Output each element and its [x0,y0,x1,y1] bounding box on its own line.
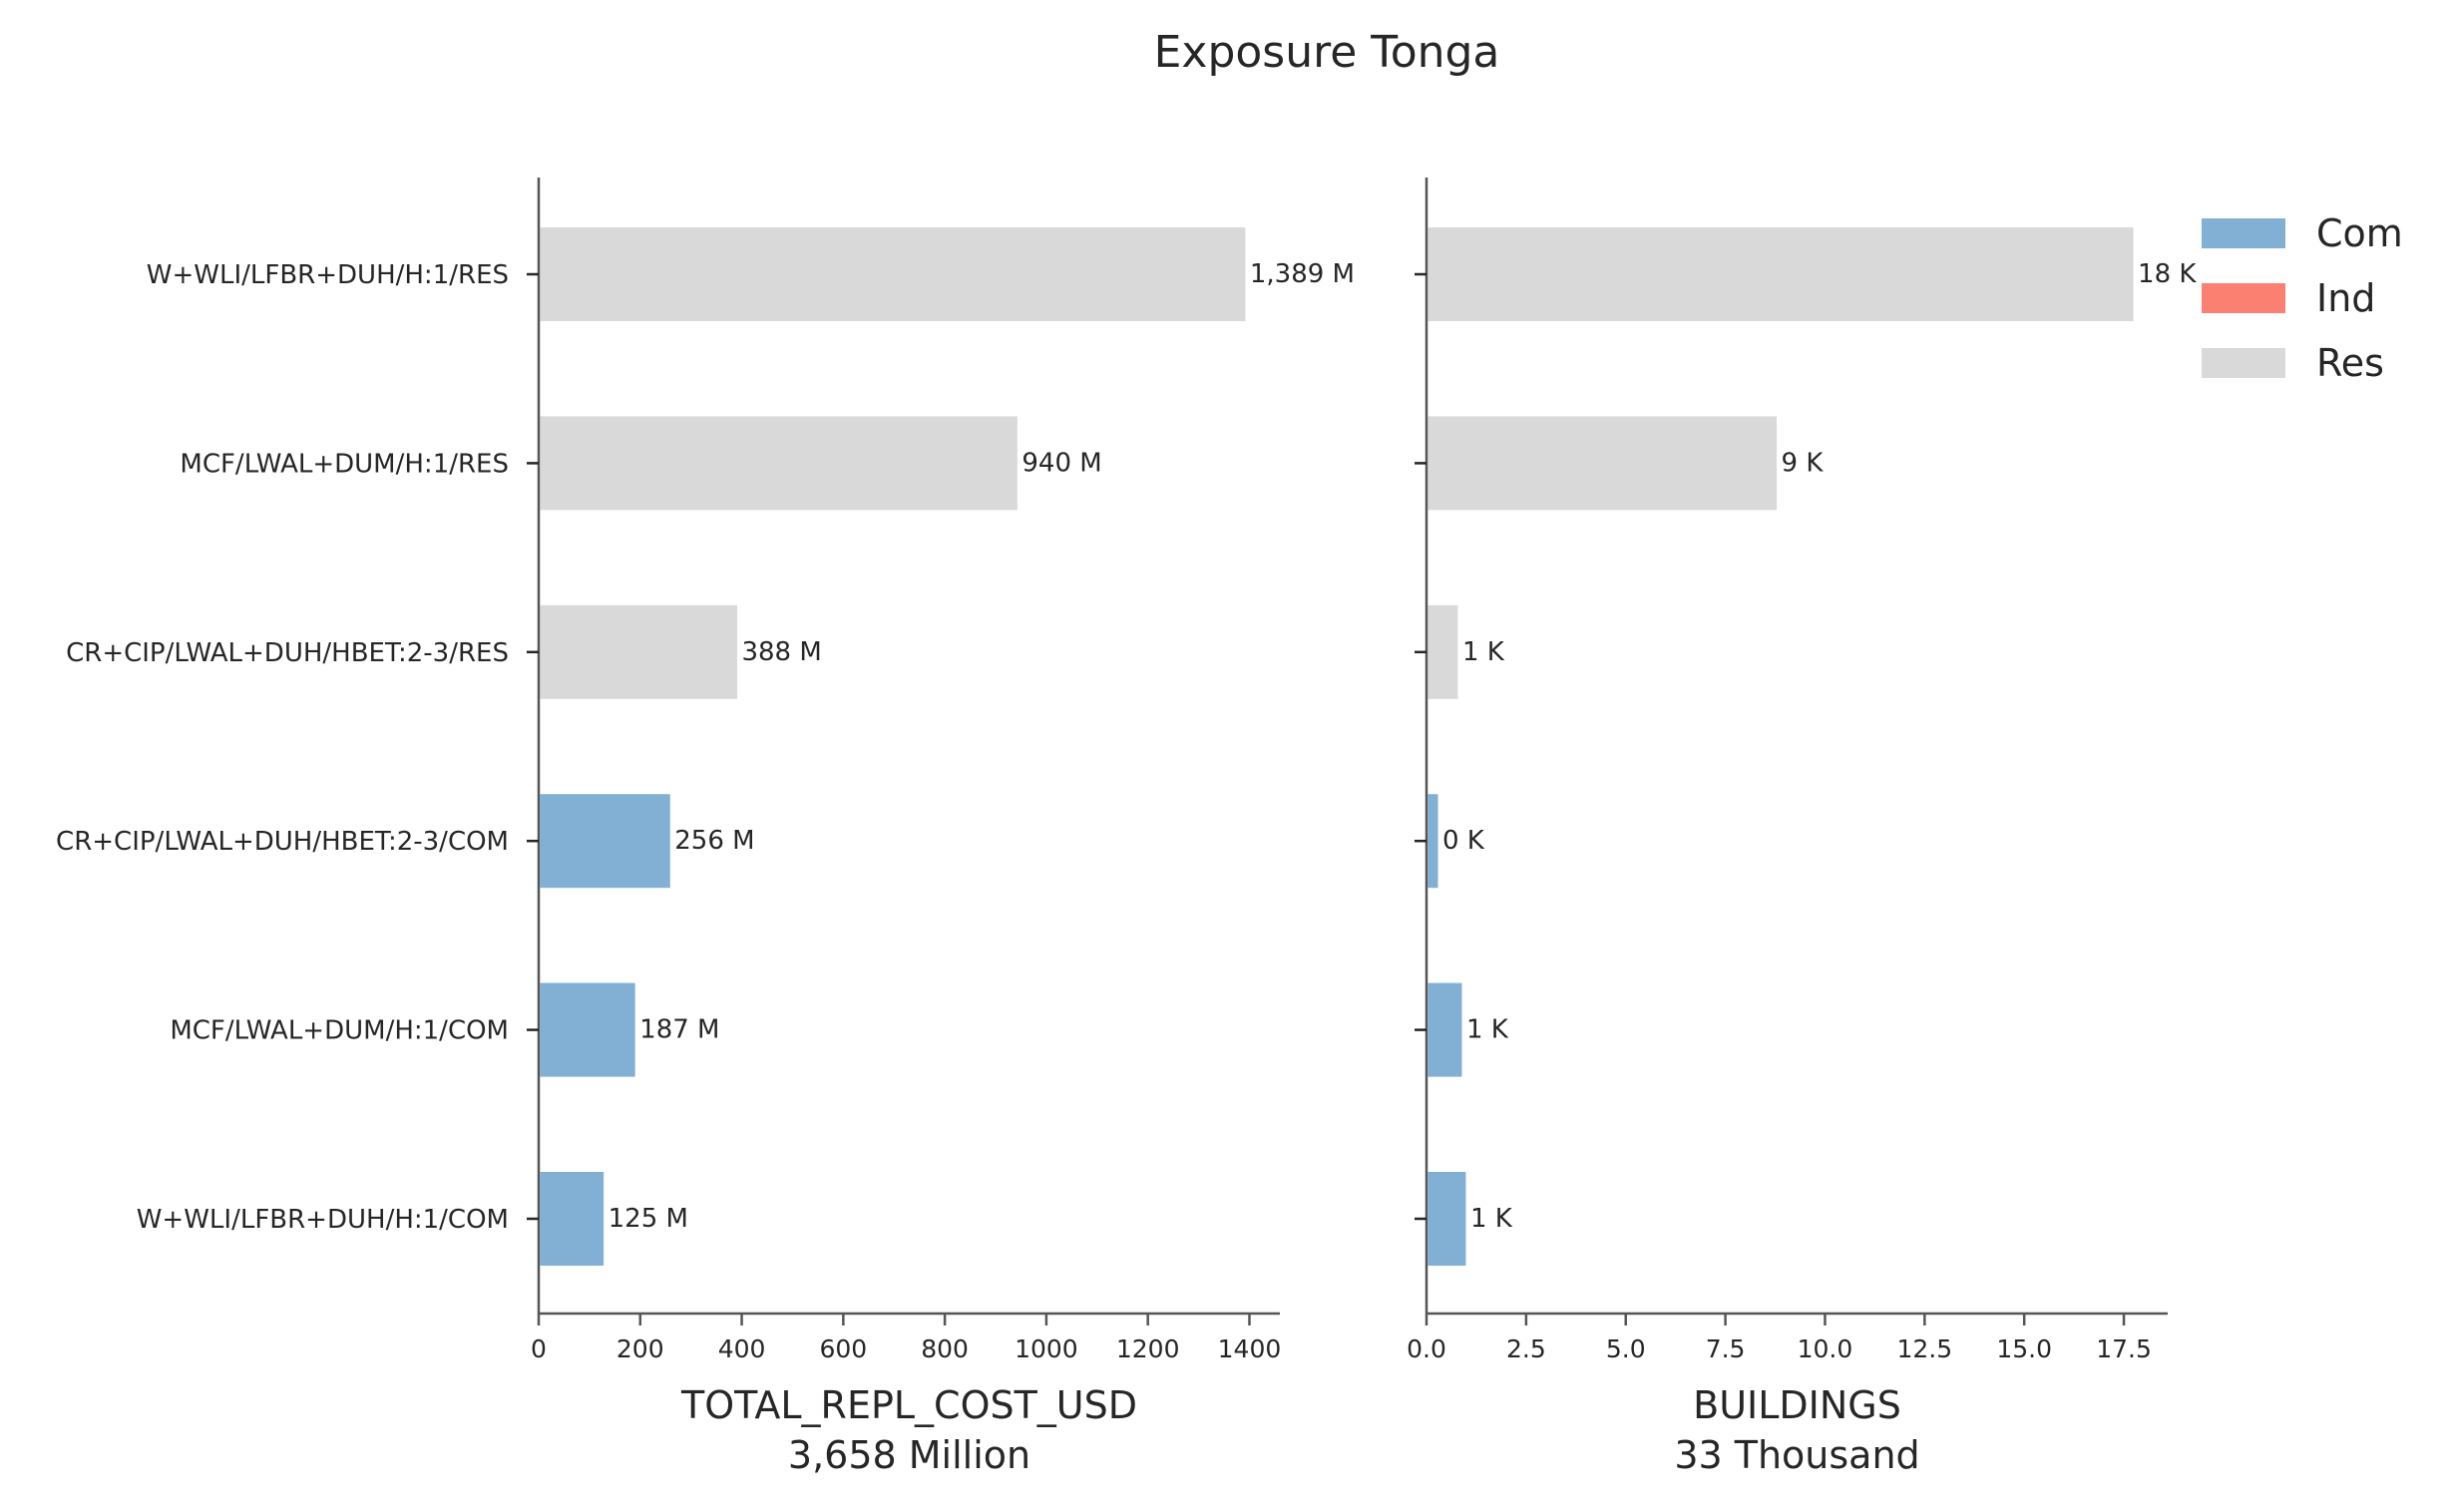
bar [1428,416,1778,511]
x-tick-label: 1200 [1116,1334,1180,1363]
data-label: 1,389 M [1250,259,1355,289]
data-label: 256 M [674,826,754,856]
data-label: 1 K [1470,1204,1513,1234]
data-label: 1 K [1466,1015,1509,1045]
legend-label: Ind [2316,276,2375,320]
data-label: 0 K [1442,826,1485,856]
bar [540,604,737,699]
bar [540,1172,605,1266]
x-tick-label: 5.0 [1606,1334,1646,1363]
data-label: 9 K [1782,448,1825,478]
data-label: 940 M [1021,448,1101,478]
data-label: 187 M [639,1015,719,1045]
data-label: 125 M [609,1204,688,1234]
x-tick-label: 17.5 [2096,1334,2152,1363]
legend-swatch [2202,348,2285,378]
chart-panel-1: 0 200 400 600 800 1000 1200 1400 TOTAL_REPL_COST… [56,178,1355,1477]
x-tick-label: 600 [819,1334,867,1363]
x-axis-subtitle: 3,658 Million [788,1433,1030,1477]
y-tick-label: CR+CIP/LWAL+DUH/HBET:2-3/COM [56,827,509,857]
data-label: 388 M [741,637,821,667]
x-tick-label: 15.0 [1996,1334,2052,1363]
x-tick-label: 0.0 [1407,1334,1446,1363]
x-tick-label: 0 [531,1334,547,1363]
y-tick-label: MCF/LWAL+DUM/H:1/COM [170,1016,509,1046]
x-axis-subtitle: 33 Thousand [1674,1433,1919,1477]
bar [1428,1172,1466,1266]
x-tick-label: 200 [616,1334,664,1363]
bar [540,416,1018,511]
data-label: 1 K [1462,637,1505,667]
x-tick-label: 800 [921,1334,969,1363]
legend-swatch [2202,218,2285,248]
x-tick-label: 10.0 [1798,1334,1853,1363]
chart-title: Exposure Tonga [1154,27,1500,78]
bar [1428,604,1458,699]
bar [540,227,1246,321]
x-tick-label: 2.5 [1506,1334,1546,1363]
bar [1428,227,2134,321]
legend-label: Com [2316,211,2403,255]
x-tick-label: 7.5 [1706,1334,1746,1363]
x-tick-label: 1400 [1218,1334,1282,1363]
x-axis-title: TOTAL_REPL_COST_USD [680,1383,1137,1427]
x-axis-title: BUILDINGS [1693,1383,1901,1427]
y-tick-label: MCF/LWAL+DUM/H:1/RES [180,449,509,479]
legend-label: Res [2316,341,2384,385]
y-tick-label: CR+CIP/LWAL+DUH/HBET:2-3/RES [66,638,509,668]
data-label: 18 K [2138,259,2197,289]
bar [1428,794,1438,889]
bar [540,794,670,889]
bar [540,982,635,1077]
y-tick-label: W+WLI/LFBR+DUH/H:1/COM [137,1205,509,1235]
chart-legend: Com Ind Res [2202,211,2403,385]
bar [1428,982,1462,1077]
x-tick-label: 400 [718,1334,766,1363]
chart-panel-2: 0.0 2.5 5.0 7.5 10.0 12.5 15.0 17.5 BUILDINGS 33 … [1407,178,2197,1477]
x-tick-label: 1000 [1015,1334,1078,1363]
legend-swatch [2202,283,2285,313]
x-tick-label: 12.5 [1896,1334,1952,1363]
y-tick-label: W+WLI/LFBR+DUH/H:1/RES [147,260,509,290]
